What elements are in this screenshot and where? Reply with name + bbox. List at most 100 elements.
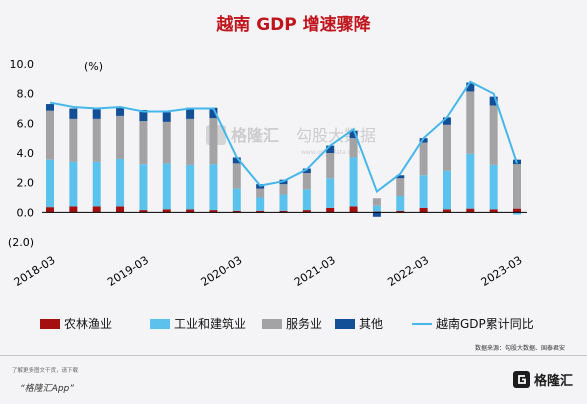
bar-segment-industry [396, 196, 405, 211]
watermark-brand: 格隆汇 [231, 126, 279, 145]
bar-segment-industry [489, 164, 498, 210]
bar-segment-agri [466, 208, 475, 213]
y-tick-label: 2.0 [17, 177, 35, 190]
bar-segment-other [396, 175, 405, 179]
bar-segment-service [489, 105, 498, 165]
x-tick-label: 2020-03 [199, 254, 245, 289]
bar-segment-other [46, 104, 54, 111]
bar-segment-other [372, 212, 381, 217]
footer-app-name: “格隆汇App” [20, 384, 74, 394]
bar-segment-industry [232, 188, 241, 211]
y-unit-label: (%) [84, 60, 103, 73]
bar-segment-service [302, 173, 311, 190]
gdp-line-series [49, 80, 518, 194]
bar-segment-service [162, 121, 171, 164]
footer-brand: 格隆汇 [533, 374, 573, 389]
x-tick-label: 2019-03 [105, 254, 151, 289]
bar-segment-agri [232, 210, 241, 213]
bar-segment-agri [489, 209, 498, 213]
bar-series [46, 82, 521, 217]
bar-segment-industry [466, 153, 475, 209]
chart-title: 越南 GDP 增速骤降 [216, 15, 371, 35]
bar-segment-industry [162, 163, 171, 210]
bar-segment-service [116, 115, 125, 159]
legend-label-agri: 农林渔业 [64, 317, 112, 331]
bar-segment-agri [302, 210, 311, 213]
bar-segment-service [349, 138, 358, 158]
x-tick-label: 2022-03 [385, 254, 431, 289]
bar-segment-agri [442, 209, 451, 213]
bar-segment-other [442, 117, 451, 125]
bar-segment-industry [92, 161, 101, 207]
bar-segment-industry [349, 157, 358, 207]
bar-segment-other [186, 107, 195, 119]
y-tick-label: 6.0 [17, 117, 35, 130]
legend: 农林渔业 工业和建筑业 服务业 其他 越南GDP累计同比 [40, 316, 534, 331]
bar-segment-agri [139, 210, 148, 213]
legend-swatch-agri [40, 319, 60, 329]
legend-swatch-other [335, 319, 355, 329]
bar-segment-agri [46, 207, 54, 213]
bar-segment-service [396, 178, 405, 197]
y-tick-label: 10.0 [10, 58, 35, 71]
bar-segment-service [69, 118, 78, 162]
bar-segment-other [209, 107, 218, 119]
bar-segment-other [232, 157, 241, 164]
footer-logo: 格隆汇 [512, 370, 573, 389]
bar-segment-service [209, 118, 218, 165]
y-tick-label: 0.0 [17, 206, 35, 219]
bar-segment-agri [186, 209, 195, 213]
bar-segment-other [419, 138, 428, 143]
bar-segment-other [92, 109, 101, 119]
legend-swatch-service [262, 319, 282, 329]
bar-segment-industry [326, 178, 335, 208]
bar-segment-agri [279, 210, 288, 213]
bar-segment-agri [349, 206, 358, 213]
bar-segment-service [326, 153, 335, 179]
bar-segment-other [302, 168, 311, 174]
bar-segment-agri [162, 209, 171, 213]
bar-segment-service [372, 198, 381, 206]
bar-segment-industry [513, 212, 521, 215]
y-tick-label: 4.0 [17, 147, 35, 160]
bar-segment-industry [419, 175, 428, 208]
bar-segment-industry [256, 197, 265, 211]
legend-label-other: 其他 [359, 317, 383, 331]
source-note: 数据来源：勾股大数据、国泰君安 [474, 345, 565, 352]
bar-segment-service [139, 121, 148, 165]
bar-segment-agri [326, 207, 335, 213]
bar-segment-service [419, 142, 428, 176]
bar-segment-service [46, 110, 54, 160]
bar-segment-agri [419, 207, 428, 213]
bar-segment-industry [442, 170, 451, 210]
x-tick-label: 2021-03 [292, 254, 338, 289]
bar-segment-industry [209, 164, 218, 211]
bar-segment-industry [302, 189, 311, 211]
bar-segment-service [232, 163, 241, 189]
bar-segment-agri [396, 210, 405, 213]
y-tick-label: 8.0 [17, 88, 35, 101]
bar-segment-agri [69, 206, 78, 213]
bar-segment-industry [46, 159, 54, 208]
bar-segment-industry [139, 164, 148, 211]
bar-segment-other [116, 107, 125, 116]
bar-segment-service [442, 124, 451, 171]
legend-swatch-industry [150, 319, 170, 329]
brand-logo-icon [512, 371, 530, 388]
bar-segment-agri [513, 208, 521, 213]
x-axis-ticks: 2018-03 2019-03 2020-03 2021-03 2022-03 2023-… [12, 254, 525, 289]
footer-divider [0, 355, 587, 356]
x-tick-label: 2023-03 [479, 254, 525, 289]
bar-segment-agri [256, 210, 265, 213]
bar-segment-other [349, 130, 358, 139]
legend-label-industry: 工业和建筑业 [174, 316, 246, 331]
y-axis-ticks: 10.0 8.0 6.0 4.0 2.0 0.0 (2.0) [8, 58, 34, 249]
bar-segment-other [326, 145, 335, 153]
bar-segment-service [92, 118, 101, 162]
y-tick-label: (2.0) [8, 236, 34, 249]
bar-segment-service [279, 184, 288, 195]
bar-segment-service [513, 164, 521, 209]
bar-segment-other [139, 109, 148, 122]
bar-segment-agri [92, 206, 101, 213]
